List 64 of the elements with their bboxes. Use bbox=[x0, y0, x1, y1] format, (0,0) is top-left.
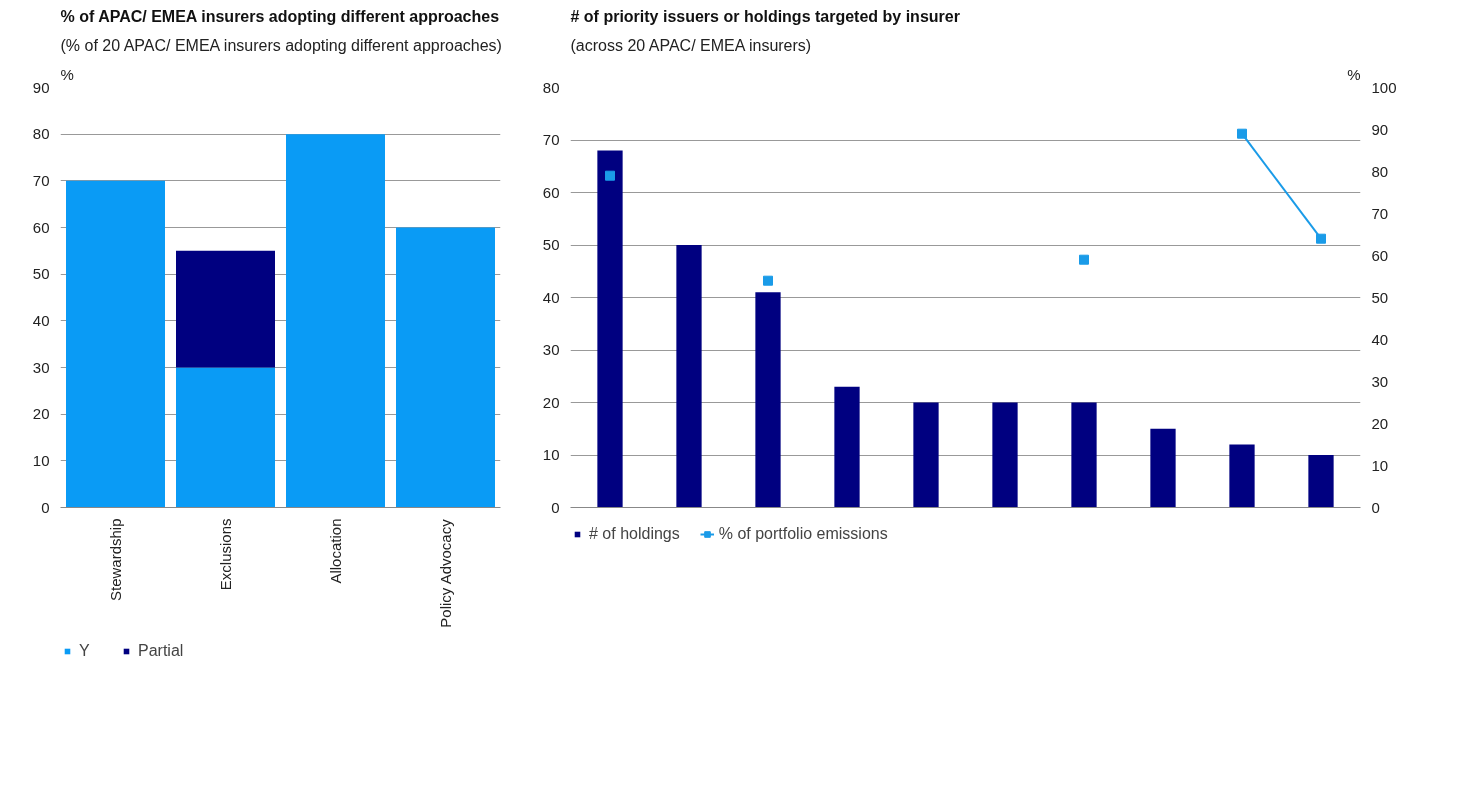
bar bbox=[676, 245, 702, 508]
y-tick-label: 70 bbox=[542, 131, 560, 148]
bar bbox=[597, 150, 623, 508]
x-tick-label: Allocation bbox=[327, 518, 344, 584]
y-tick-label: 50 bbox=[32, 265, 50, 283]
bar bbox=[992, 402, 1018, 508]
y-tick-label: 10 bbox=[32, 451, 50, 469]
bar bbox=[913, 402, 939, 508]
bar bbox=[834, 386, 860, 508]
y-tick-label: 10 bbox=[542, 446, 560, 463]
y-tick-label: 30 bbox=[32, 358, 50, 376]
point bbox=[1079, 254, 1089, 265]
chart-subtitle: (across 20 APAC/ EMEA insurers) bbox=[570, 36, 812, 54]
bar bbox=[1150, 428, 1176, 508]
y2-tick-label: 90 bbox=[1371, 120, 1389, 138]
y-tick-label: 40 bbox=[32, 311, 50, 329]
bar bbox=[1308, 455, 1334, 508]
chart-subtitle: (% of 20 APAC/ EMEA insurers adopting different approaches) bbox=[60, 36, 502, 54]
y-tick-label: 80 bbox=[542, 78, 560, 96]
y2-tick-label: 0 bbox=[1371, 498, 1380, 516]
y-tick-label: 50 bbox=[542, 236, 560, 253]
y-tick-label: 60 bbox=[542, 183, 560, 201]
y2-tick-label: 80 bbox=[1371, 162, 1389, 180]
chart-title: # of priority issuers or holdings targeted by insurer bbox=[570, 7, 960, 25]
bar bbox=[176, 250, 275, 368]
chart-title: % of APAC/ EMEA insurers adopting different approaches bbox=[60, 7, 500, 25]
bar bbox=[1229, 444, 1255, 508]
y2-tick-label: 10 bbox=[1371, 456, 1389, 474]
y-tick-label: 90 bbox=[32, 78, 50, 96]
bar bbox=[286, 134, 385, 508]
y-tick-label: 60 bbox=[32, 218, 50, 236]
point bbox=[763, 275, 773, 286]
x-tick-label: Stewardship bbox=[107, 518, 124, 602]
y-axis-title: % bbox=[60, 65, 74, 83]
y2-tick-label: 30 bbox=[1371, 372, 1389, 390]
y2-axis-title: % bbox=[1347, 65, 1361, 83]
y-tick-label: 0 bbox=[551, 498, 560, 516]
y-tick-label: 20 bbox=[542, 393, 560, 411]
y2-tick-label: 50 bbox=[1371, 288, 1389, 306]
bar bbox=[396, 227, 495, 508]
bar bbox=[176, 367, 275, 508]
x-tick-label: Policy Advocacy bbox=[437, 518, 454, 628]
y-tick-label: 20 bbox=[32, 405, 50, 423]
bar bbox=[1071, 402, 1097, 508]
y2-tick-label: 100 bbox=[1371, 78, 1397, 96]
y2-tick-label: 20 bbox=[1371, 414, 1389, 432]
legend-label: Partial bbox=[138, 642, 184, 660]
y-tick-label: 0 bbox=[41, 498, 50, 516]
y-tick-label: 30 bbox=[542, 341, 560, 358]
point bbox=[605, 170, 615, 181]
y2-tick-label: 70 bbox=[1371, 204, 1389, 222]
y-tick-label: 80 bbox=[32, 125, 50, 143]
y-tick-label: 40 bbox=[542, 288, 560, 306]
x-tick-label: Exclusions bbox=[217, 518, 234, 591]
y-tick-label: 70 bbox=[32, 171, 50, 189]
y2-tick-label: 40 bbox=[1371, 330, 1389, 348]
legend-label: % of portfolio emissions bbox=[718, 525, 888, 543]
bar bbox=[66, 180, 165, 508]
point bbox=[1237, 128, 1247, 139]
point bbox=[1316, 233, 1326, 244]
bar bbox=[755, 292, 781, 508]
y2-tick-label: 60 bbox=[1371, 246, 1389, 264]
legend-label: # of holdings bbox=[589, 525, 680, 543]
legend-label: Y bbox=[79, 642, 91, 660]
